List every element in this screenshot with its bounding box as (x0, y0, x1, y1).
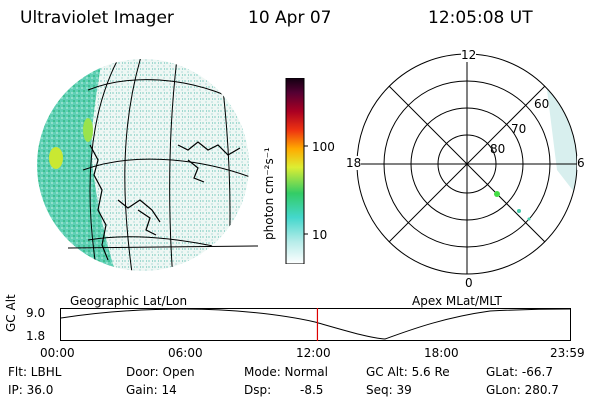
track-point (517, 209, 521, 213)
parallel-line (67, 245, 258, 249)
bright-emission-streak (83, 118, 93, 142)
altitude-curve (60, 308, 571, 340)
dsp-label: Dsp: (244, 383, 272, 397)
geo-panel-label: Geographic Lat/Lon (70, 294, 188, 308)
filter-status: Flt: LBHL (8, 365, 62, 379)
coastline (137, 209, 157, 236)
x-tick-0600: 06:00 (168, 346, 203, 360)
mlt-label-0: 0 (465, 276, 473, 290)
mlat-label-80: 80 (490, 142, 506, 156)
parallel-line (82, 158, 249, 181)
mlt-label-18: 18 (346, 156, 362, 170)
altitude-axis-label: GC Alt (4, 294, 18, 332)
color-bar (285, 78, 308, 264)
mlt-label-12: 12 (461, 48, 477, 62)
coastline (187, 159, 205, 183)
mlt-meridian (388, 85, 546, 243)
geographic-image-panel (37, 59, 258, 271)
dsp-value: -8.5 (300, 383, 324, 397)
x-tick-1200: 12:00 (296, 346, 331, 360)
polar-image-swath (542, 54, 577, 210)
altitude-plot (60, 308, 571, 341)
glon-status: GLon: 280.7 (486, 383, 559, 397)
glat-status: GLat: -66.7 (486, 365, 553, 379)
door-status: Door: Open (126, 365, 195, 379)
mlt-label-6: 6 (577, 156, 585, 170)
colorbar-tick-10: 10 (312, 228, 328, 242)
gain-status: Gain: 14 (126, 383, 177, 397)
x-tick-1800: 18:00 (424, 346, 459, 360)
satellite-footprint (494, 191, 500, 197)
polar-panel-label: Apex MLat/MLT (412, 294, 502, 308)
x-tick-2359: 23:59 (550, 346, 585, 360)
x-tick-0000: 00:00 (40, 346, 75, 360)
track-point (527, 217, 531, 221)
instrument-title: Ultraviolet Imager (20, 8, 174, 28)
time-label: 12:05:08 UT (428, 8, 533, 28)
date-label: 10 Apr 07 (248, 8, 332, 28)
meridian-line (89, 59, 124, 271)
coastline (117, 199, 161, 223)
ip-status: IP: 36.0 (8, 383, 54, 397)
coastline (177, 141, 241, 156)
coastline (89, 144, 109, 261)
meridian-line (169, 59, 179, 271)
mlat-label-70: 70 (511, 122, 527, 136)
mlat-label-60: 60 (534, 97, 550, 111)
polar-mlat-mlt-panel (356, 53, 578, 275)
bright-emission-spot (49, 147, 63, 169)
altitude-tick-min: 1.8 (26, 329, 46, 343)
gc-alt-status: GC Alt: 5.6 Re (366, 365, 450, 379)
mode-status: Mode: Normal (244, 365, 328, 379)
colorbar-unit-label: photon cm⁻²s⁻¹ (262, 147, 276, 240)
seq-status: Seq: 39 (366, 383, 412, 397)
altitude-tick-max: 9.0 (26, 306, 46, 320)
colorbar-tick-100: 100 (312, 140, 335, 154)
altitude-plot-frame (60, 308, 571, 341)
